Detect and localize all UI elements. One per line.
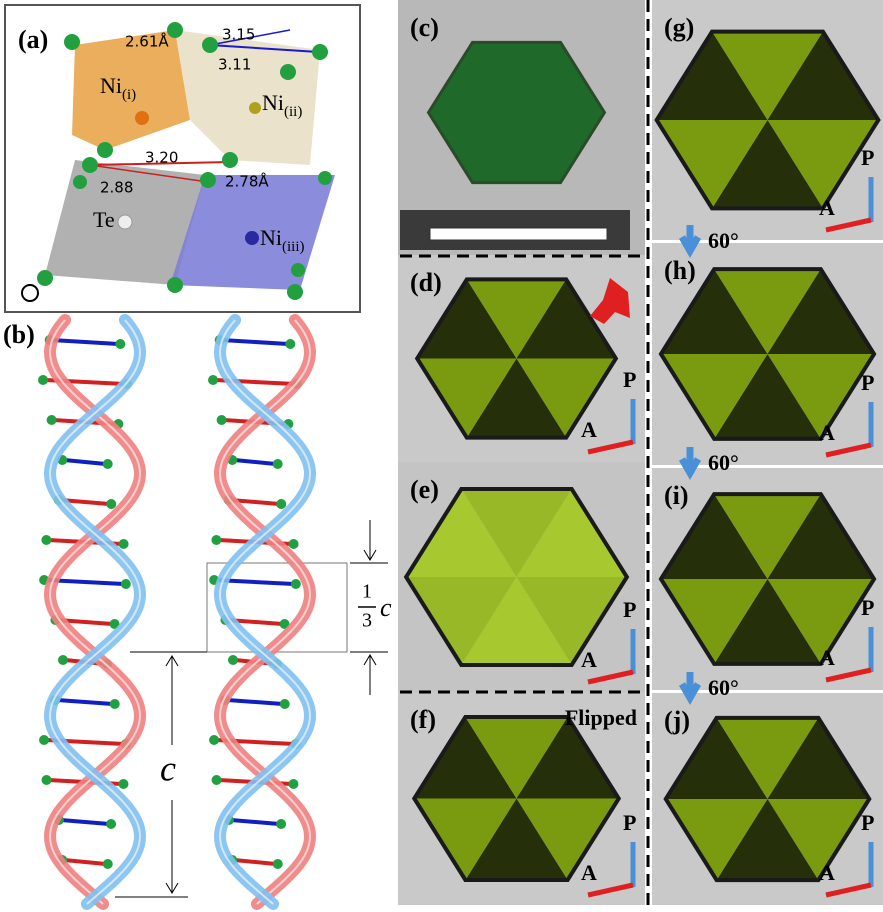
helices (38, 320, 310, 904)
distance: 3.15 (222, 26, 255, 44)
panel-label: (f) (410, 705, 436, 734)
panel-label: (j) (664, 706, 690, 735)
atom (121, 579, 131, 589)
atom (103, 459, 113, 469)
atom (228, 655, 238, 665)
analyzer-label: A (819, 860, 835, 885)
atom (135, 111, 149, 125)
atom (208, 375, 218, 385)
atom (249, 102, 261, 114)
atom (106, 499, 116, 509)
polarizer-label: P (623, 810, 636, 835)
fraction-var: c (380, 593, 392, 622)
rung (234, 460, 275, 464)
rung (52, 340, 119, 344)
polarizer-label: P (861, 595, 874, 620)
panel-label: (e) (410, 475, 439, 504)
rung (57, 700, 112, 704)
atom (273, 459, 283, 469)
polarizer-label: P (861, 810, 874, 835)
arrow (364, 520, 376, 560)
atom (118, 215, 132, 229)
helix-strand (220, 320, 310, 904)
fraction-num: 1 (362, 581, 372, 603)
panel-label: (h) (664, 256, 696, 285)
analyzer-label: A (819, 195, 835, 220)
distance: 2.61Å (125, 32, 169, 51)
scale-bar (430, 228, 607, 240)
polarizer-label: P (623, 367, 636, 392)
rung (234, 860, 276, 864)
atom (47, 415, 57, 425)
rotation-label: 60° (708, 675, 739, 700)
atom (118, 779, 128, 789)
rung (222, 340, 289, 344)
polarizer-label: P (623, 597, 636, 622)
atom (106, 819, 116, 829)
atom-label: Te (93, 207, 115, 232)
atom (280, 699, 290, 709)
analyzer-label: A (581, 860, 597, 885)
panel-label: (a) (18, 25, 48, 54)
arrow (166, 656, 178, 745)
rotation-label: 60° (708, 228, 739, 253)
panel-label: (d) (410, 268, 442, 297)
atom (103, 859, 113, 869)
atom (245, 231, 259, 245)
distance: 3.11 (218, 56, 251, 74)
helix-strand (50, 320, 140, 904)
atom (110, 699, 120, 709)
rung (64, 460, 105, 464)
figure: (a) 2.61Å 3.15 3.11 3.20 2.88 2.78Å Ni(i… (0, 0, 883, 912)
distance: 2.78Å (225, 172, 269, 191)
period-label: c (160, 748, 176, 788)
analyzer-label: A (581, 417, 597, 442)
atom (212, 775, 222, 785)
analyzer-label: A (581, 647, 597, 672)
analyzer-label: A (819, 645, 835, 670)
atom (211, 535, 221, 545)
atom (276, 499, 286, 509)
rotation-label: 60° (708, 450, 739, 475)
atom (42, 775, 52, 785)
rung (227, 700, 282, 704)
atom (209, 735, 219, 745)
atom (288, 779, 298, 789)
atom (39, 735, 49, 745)
panel-label: (b) (3, 320, 35, 349)
panel-label: (c) (410, 13, 439, 42)
analyzer-label: A (819, 420, 835, 445)
panel-label: (g) (664, 13, 694, 42)
rung (64, 860, 106, 864)
atom (273, 859, 283, 869)
atom (38, 375, 48, 385)
distance: 3.20 (145, 149, 178, 167)
arrow (166, 800, 178, 893)
atom (276, 819, 286, 829)
atom (41, 535, 51, 545)
atom (285, 339, 295, 349)
polarizer-label: P (861, 145, 874, 170)
atom (291, 579, 301, 589)
atom (115, 339, 125, 349)
arrow (364, 655, 376, 695)
polarizer-label: P (861, 370, 874, 395)
atom (217, 415, 227, 425)
panel-label: (i) (664, 481, 689, 510)
rung (61, 820, 109, 824)
rung (231, 820, 279, 824)
distance: 2.88 (100, 179, 133, 197)
atom (289, 539, 299, 549)
atom (119, 539, 129, 549)
fraction-den: 3 (362, 610, 372, 632)
note: Flipped (565, 705, 637, 730)
atom (58, 655, 68, 665)
